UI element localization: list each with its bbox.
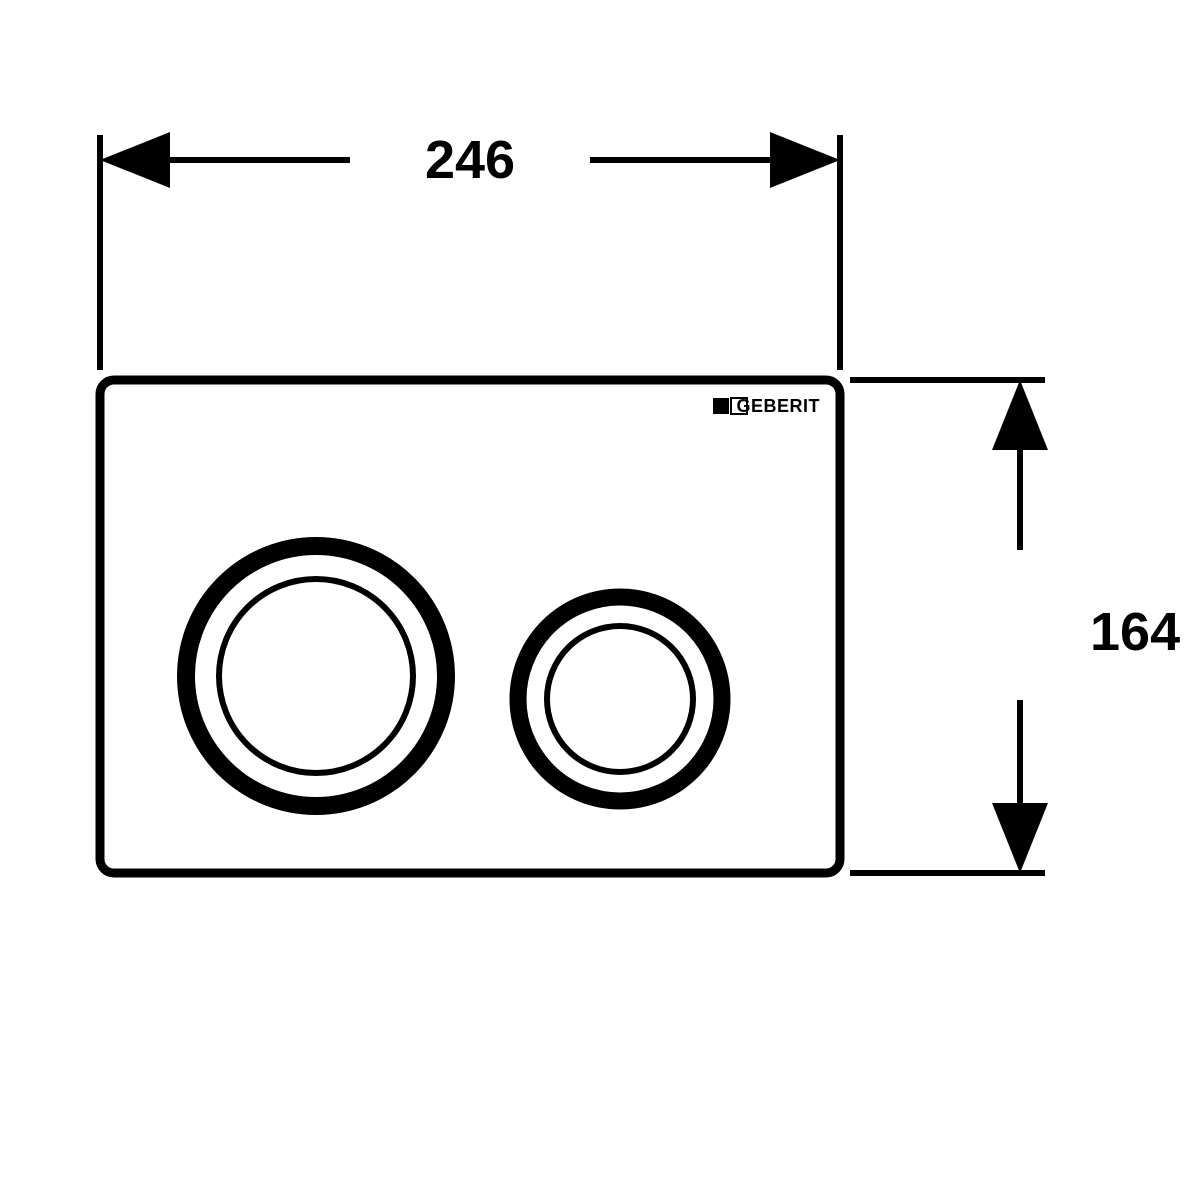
height-arrow-up-icon [992, 380, 1048, 450]
brand-label: GEBERIT [736, 396, 820, 416]
brand-logo-icon [713, 398, 729, 414]
height-dimension-value: 164 [1090, 602, 1180, 662]
flush-plate-outline [100, 380, 840, 873]
width-dimension-value: 246 [425, 130, 515, 190]
large-flush-button-outer-ring [186, 546, 446, 806]
width-arrow-left-icon [100, 132, 170, 188]
height-arrow-down-icon [992, 803, 1048, 873]
small-flush-button-inner-ring [547, 626, 693, 772]
width-arrow-right-icon [770, 132, 840, 188]
large-flush-button-inner-ring [219, 579, 413, 773]
